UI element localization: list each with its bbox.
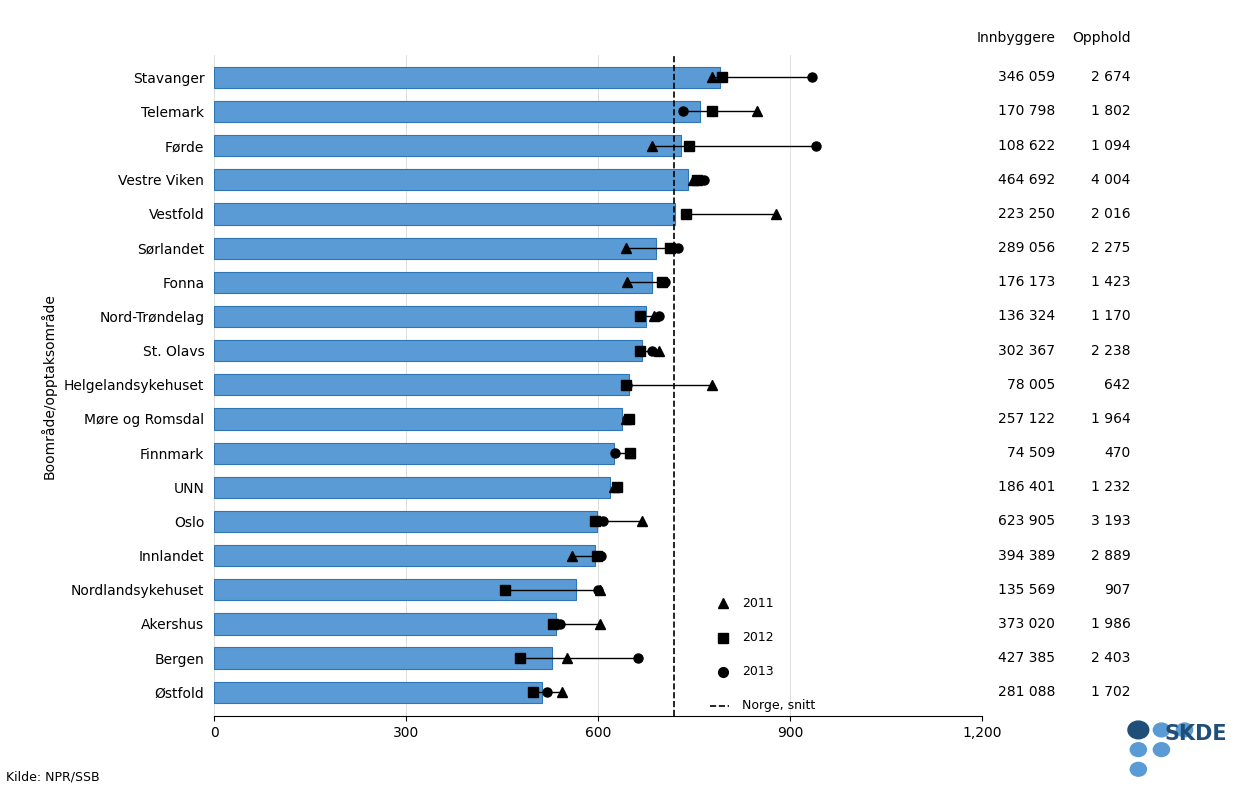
- Bar: [214, 272, 652, 293]
- Text: 2 889: 2 889: [1090, 549, 1131, 563]
- Text: 186 401: 186 401: [997, 480, 1055, 494]
- Text: 623 905: 623 905: [998, 515, 1055, 528]
- Text: 108 622: 108 622: [998, 139, 1055, 153]
- Text: 1 802: 1 802: [1092, 105, 1131, 119]
- Text: 302 367: 302 367: [998, 344, 1055, 357]
- Text: 289 056: 289 056: [998, 241, 1055, 255]
- Text: 1 094: 1 094: [1092, 139, 1131, 153]
- Bar: [214, 477, 609, 498]
- Text: 642: 642: [1104, 378, 1131, 392]
- Text: Opphold: Opphold: [1071, 31, 1131, 45]
- Text: 1 964: 1 964: [1090, 412, 1131, 426]
- Circle shape: [1176, 723, 1192, 737]
- Text: 1 986: 1 986: [1090, 617, 1131, 631]
- Text: 257 122: 257 122: [998, 412, 1055, 426]
- Bar: [214, 511, 597, 532]
- Bar: [214, 135, 681, 156]
- Text: 3 193: 3 193: [1092, 515, 1131, 528]
- Bar: [214, 648, 551, 669]
- Text: Norge, snitt: Norge, snitt: [742, 700, 816, 712]
- Text: Kilde: NPR/SSB: Kilde: NPR/SSB: [6, 770, 99, 783]
- Text: 135 569: 135 569: [998, 582, 1055, 597]
- Text: 394 389: 394 389: [998, 549, 1055, 563]
- Text: 1 232: 1 232: [1092, 480, 1131, 494]
- Text: 2 016: 2 016: [1092, 207, 1131, 221]
- Bar: [214, 306, 646, 327]
- Text: 170 798: 170 798: [998, 105, 1055, 119]
- Text: 176 173: 176 173: [998, 275, 1055, 290]
- Text: 223 250: 223 250: [998, 207, 1055, 221]
- Text: 2013: 2013: [742, 665, 773, 678]
- Text: 4 004: 4 004: [1092, 173, 1131, 187]
- Circle shape: [1128, 721, 1148, 739]
- Bar: [214, 682, 541, 703]
- Bar: [214, 238, 656, 259]
- Text: 2 238: 2 238: [1092, 344, 1131, 357]
- Bar: [214, 408, 622, 430]
- Text: 78 005: 78 005: [1007, 378, 1055, 392]
- Text: 1 702: 1 702: [1092, 685, 1131, 700]
- Text: 136 324: 136 324: [998, 309, 1055, 323]
- Text: 907: 907: [1104, 582, 1131, 597]
- Text: 346 059: 346 059: [998, 70, 1055, 84]
- Bar: [214, 374, 628, 395]
- Text: 1 170: 1 170: [1092, 309, 1131, 323]
- Bar: [214, 101, 700, 122]
- Text: 464 692: 464 692: [998, 173, 1055, 187]
- Text: 281 088: 281 088: [997, 685, 1055, 700]
- Y-axis label: Boområde/opptaksområde: Boområde/opptaksområde: [42, 293, 57, 478]
- Bar: [214, 169, 687, 190]
- Text: 2 403: 2 403: [1092, 651, 1131, 665]
- Bar: [214, 613, 556, 634]
- Text: 2 674: 2 674: [1092, 70, 1131, 84]
- Circle shape: [1131, 743, 1147, 756]
- Text: 373 020: 373 020: [998, 617, 1055, 631]
- Bar: [214, 442, 614, 464]
- Text: 427 385: 427 385: [998, 651, 1055, 665]
- Text: 1 423: 1 423: [1092, 275, 1131, 290]
- Text: 2011: 2011: [742, 597, 773, 610]
- Circle shape: [1131, 763, 1147, 776]
- Bar: [214, 203, 675, 224]
- Bar: [214, 67, 720, 88]
- Text: Innbyggere: Innbyggere: [976, 31, 1055, 45]
- Text: SKDE: SKDE: [1165, 724, 1228, 744]
- Circle shape: [1153, 723, 1170, 737]
- Text: 74 509: 74 509: [1007, 446, 1055, 460]
- Bar: [214, 545, 594, 566]
- Bar: [214, 579, 575, 600]
- Text: 470: 470: [1104, 446, 1131, 460]
- Text: 2 275: 2 275: [1092, 241, 1131, 255]
- Circle shape: [1153, 743, 1170, 756]
- Bar: [214, 340, 642, 361]
- Text: 2012: 2012: [742, 631, 773, 644]
